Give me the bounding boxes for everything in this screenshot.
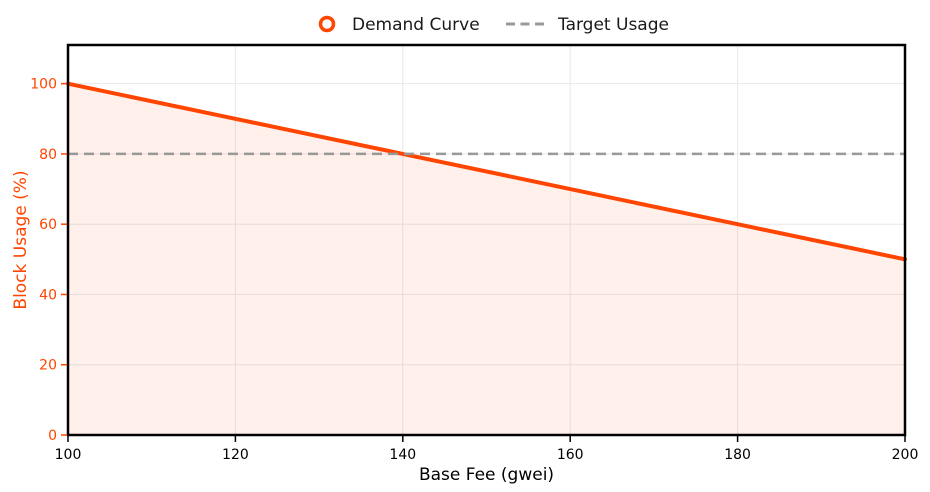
legend-demand-curve-marker-icon <box>318 15 336 33</box>
x-axis-label: Base Fee (gwei) <box>419 465 554 485</box>
x-tick-label: 120 <box>222 447 249 463</box>
legend-label-demand-curve: Demand Curve <box>352 15 480 35</box>
x-tick-label: 200 <box>892 447 919 463</box>
x-tick-label: 140 <box>389 447 416 463</box>
plot-border <box>66 43 907 437</box>
y-axis-label: Block Usage (%) <box>11 170 31 309</box>
y-tick-label: 0 <box>48 428 57 444</box>
x-tick-label: 160 <box>557 447 584 463</box>
y-tick-label: 100 <box>30 77 57 93</box>
y-tick-label: 20 <box>39 358 57 374</box>
x-tick-label: 180 <box>724 447 751 463</box>
line-demand-curve <box>66 81 907 262</box>
x-tick-label: 100 <box>55 447 82 463</box>
gridlines <box>68 45 905 435</box>
y-tick-label: 40 <box>39 287 57 303</box>
y-tick-label: 80 <box>39 147 57 163</box>
legend: Demand Curve Target Usage <box>318 15 669 35</box>
y-tick-label: 60 <box>39 217 57 233</box>
demand-area-fill <box>68 83 905 435</box>
axis-ticks: 100 120 140 160 180 200 0 20 40 60 80 100 <box>30 77 918 463</box>
series-lines <box>66 81 907 262</box>
area-fill-demand-curve <box>68 83 905 435</box>
legend-label-target-usage: Target Usage <box>557 15 669 35</box>
